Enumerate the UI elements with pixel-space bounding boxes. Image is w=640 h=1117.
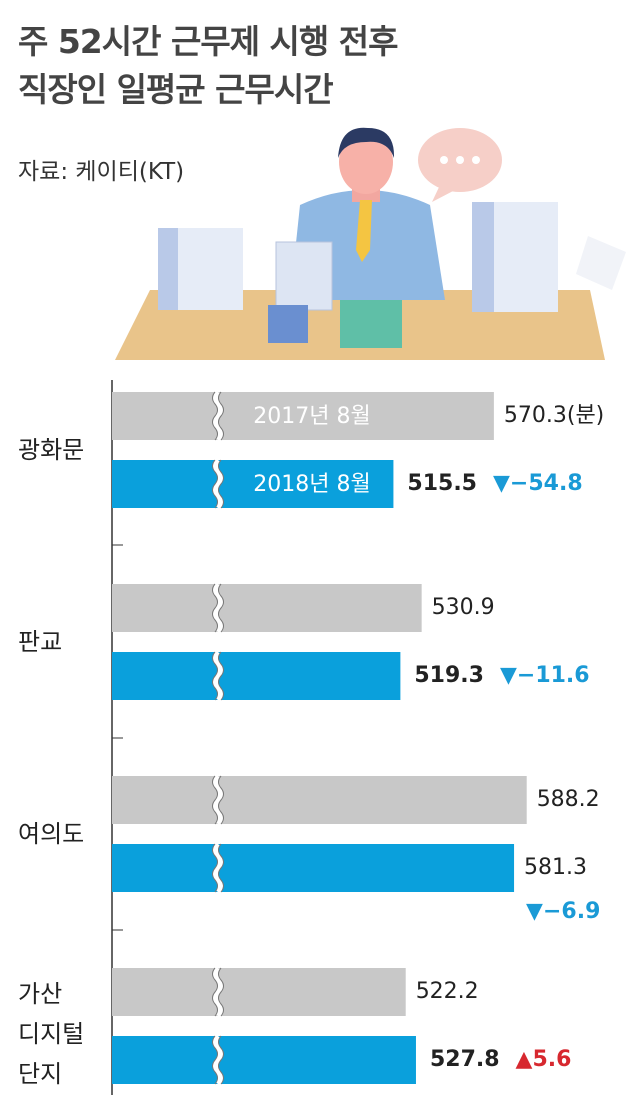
axis-break <box>213 390 223 442</box>
change-label: ▼−6.9 <box>526 899 600 924</box>
bar <box>112 652 401 700</box>
axis-break <box>213 774 223 826</box>
bar <box>112 844 515 892</box>
value-label: 570.3(분) <box>504 403 604 428</box>
source: 자료: 케이티(KT) <box>18 159 185 185</box>
bar <box>112 968 406 1016</box>
axis-break-edge <box>212 1035 224 1085</box>
category-label: 판교 <box>18 628 63 656</box>
value-label: 588.2 <box>537 787 600 812</box>
illustration <box>115 127 626 360</box>
change-label: ▼−11.6 <box>500 663 590 688</box>
value-label: 530.9 <box>432 595 495 620</box>
axis-break-edge <box>212 775 224 825</box>
chart-title: 주 52시간 근무제 시행 전후 직장인 일평균 근무시간 <box>18 22 398 109</box>
bar <box>112 584 422 632</box>
axis-break-edge <box>212 459 224 509</box>
category-label: 광화문 <box>18 436 85 464</box>
axis-break <box>213 1034 223 1086</box>
axis-break-edge <box>212 843 224 893</box>
bar <box>112 776 527 824</box>
bar <box>112 1036 416 1084</box>
value-label: 522.2 <box>416 979 479 1004</box>
value-label: 581.3 <box>524 855 587 880</box>
change-label: ▼−54.8 <box>493 471 583 496</box>
axis-break <box>213 650 223 702</box>
value-label: 527.8 <box>430 1047 500 1072</box>
axis-break-edge <box>212 391 224 441</box>
bar <box>112 460 394 508</box>
axis-break <box>213 966 223 1018</box>
axis-break-edge <box>212 967 224 1017</box>
axis-break <box>213 458 223 510</box>
value-label: 519.3 <box>414 663 484 688</box>
series-label: 2017년 8월 <box>253 404 370 429</box>
category-label: 여의도 <box>18 820 85 848</box>
category-label: 가산 디지털 단지 <box>18 980 85 1088</box>
bar <box>112 392 494 440</box>
series-label: 2018년 8월 <box>253 472 370 497</box>
axis-break-edge <box>212 651 224 701</box>
value-label: 515.5 <box>407 471 477 496</box>
axis-break <box>213 842 223 894</box>
axis-break <box>213 582 223 634</box>
axis-break-edge <box>212 583 224 633</box>
change-label: ▲5.6 <box>516 1047 572 1072</box>
